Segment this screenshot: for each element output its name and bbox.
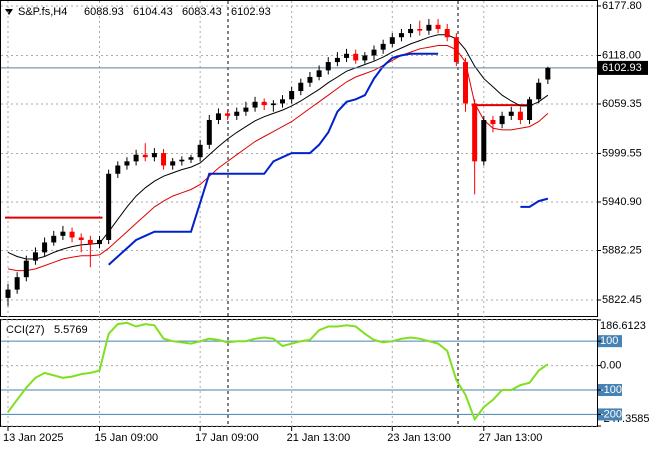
header: S&P.fs,H4 6088.93 6104.43 6083.43 6102.9… — [18, 6, 271, 18]
cci-line — [7, 321, 549, 422]
level-label-box — [598, 408, 622, 421]
candle-body — [298, 82, 304, 92]
y-tick-label: 5882.25 — [602, 244, 642, 256]
candle-body — [179, 159, 185, 162]
candle-body — [78, 237, 84, 240]
candle-body — [380, 43, 386, 50]
header-open: 6088.93 — [84, 6, 124, 18]
candle-body — [435, 24, 441, 29]
candle-body — [417, 28, 423, 31]
candle-body — [225, 113, 231, 116]
candle-body — [325, 62, 331, 71]
x-tick-label: 13 Jan 2025 — [3, 432, 64, 444]
candle-body — [481, 119, 487, 162]
candle-body — [170, 161, 176, 166]
candle-body — [499, 115, 505, 125]
candle-body — [87, 239, 93, 245]
y-tick-label: 5822.45 — [602, 294, 642, 306]
y-tick-label: 5999.55 — [602, 147, 642, 159]
candle-body — [69, 231, 75, 238]
candle-body — [243, 107, 249, 112]
candle-body — [32, 252, 38, 261]
candle-body — [206, 119, 212, 145]
candle-body — [289, 91, 295, 100]
x-tick-label: 15 Jan 09:00 — [95, 432, 159, 444]
candle-body — [472, 103, 478, 162]
x-tick-label: 17 Jan 09:00 — [195, 432, 259, 444]
candle-body — [353, 53, 359, 61]
indicator-line — [108, 52, 549, 266]
candle-body — [527, 99, 533, 120]
cci-title: CCI(27) — [6, 324, 45, 336]
x-tick-label: 27 Jan 13:00 — [479, 432, 543, 444]
candle-body — [97, 239, 102, 245]
candle-body — [463, 62, 468, 104]
candle-body — [42, 242, 48, 253]
y-tick-label: 100 — [600, 335, 618, 347]
candle-body — [453, 37, 459, 63]
candle-body — [151, 153, 157, 158]
candle-body — [197, 144, 203, 158]
candle-body — [252, 101, 258, 108]
current-price-box — [598, 60, 648, 75]
cci-panel-border — [0, 319, 598, 427]
current-price-label: 6102.93 — [602, 62, 642, 74]
candle-body — [426, 24, 432, 31]
header-triangle — [5, 9, 13, 15]
header-close: 6102.93 — [231, 6, 271, 18]
candle-body — [106, 173, 112, 240]
y-tick-label: 5940.90 — [602, 196, 642, 208]
candle-body — [517, 111, 523, 120]
candle-body — [14, 277, 20, 290]
candle-body — [115, 165, 121, 174]
header-high: 6104.43 — [133, 6, 173, 18]
candle-body — [23, 260, 29, 278]
candle-body — [444, 28, 450, 38]
y-tick-label: -100 — [600, 384, 622, 396]
candle-body — [408, 28, 414, 34]
candle-body — [215, 113, 221, 120]
candle-body — [307, 76, 313, 83]
level-label-box — [598, 335, 622, 348]
candle-body — [188, 157, 194, 160]
x-tick-label: 23 Jan 13:00 — [387, 432, 451, 444]
y-tick-label: 6177.80 — [602, 0, 642, 12]
header-low: 6083.43 — [182, 6, 222, 18]
candle-body — [270, 103, 276, 106]
y-tick-label: 186.6123 — [600, 320, 646, 332]
y-tick-label: 6059.35 — [602, 98, 642, 110]
candle-body — [142, 154, 148, 158]
y-tick-label: 0.00 — [600, 359, 621, 371]
main-panel-border — [0, 0, 598, 317]
candle-body — [344, 53, 350, 58]
symbol-title: S&P.fs,H4 — [18, 6, 67, 18]
candle-body — [234, 111, 240, 116]
candle-body — [362, 55, 368, 61]
candle-body — [161, 153, 167, 166]
y-tick-label: 6118.00 — [602, 49, 641, 61]
candle-body — [133, 154, 139, 162]
candle-body — [490, 119, 496, 125]
candle-body — [124, 161, 130, 166]
candle-body — [280, 99, 285, 104]
level-label-box — [598, 384, 622, 397]
candle-body — [316, 70, 322, 77]
candle-body — [389, 37, 395, 44]
candle-body — [545, 67, 551, 80]
candle-body — [371, 49, 377, 56]
candle-body — [536, 82, 542, 100]
y-tick-label: -200 — [600, 408, 622, 420]
candle-body — [261, 101, 267, 106]
candle-body — [398, 33, 404, 38]
x-tick-label: 21 Jan 13:00 — [287, 432, 351, 444]
cci-last-value: 5.5769 — [54, 324, 88, 336]
candle-body — [60, 231, 66, 236]
candle-body — [334, 57, 340, 63]
candle-body — [51, 235, 57, 243]
candle-body — [508, 111, 514, 116]
candle-body — [5, 289, 11, 298]
